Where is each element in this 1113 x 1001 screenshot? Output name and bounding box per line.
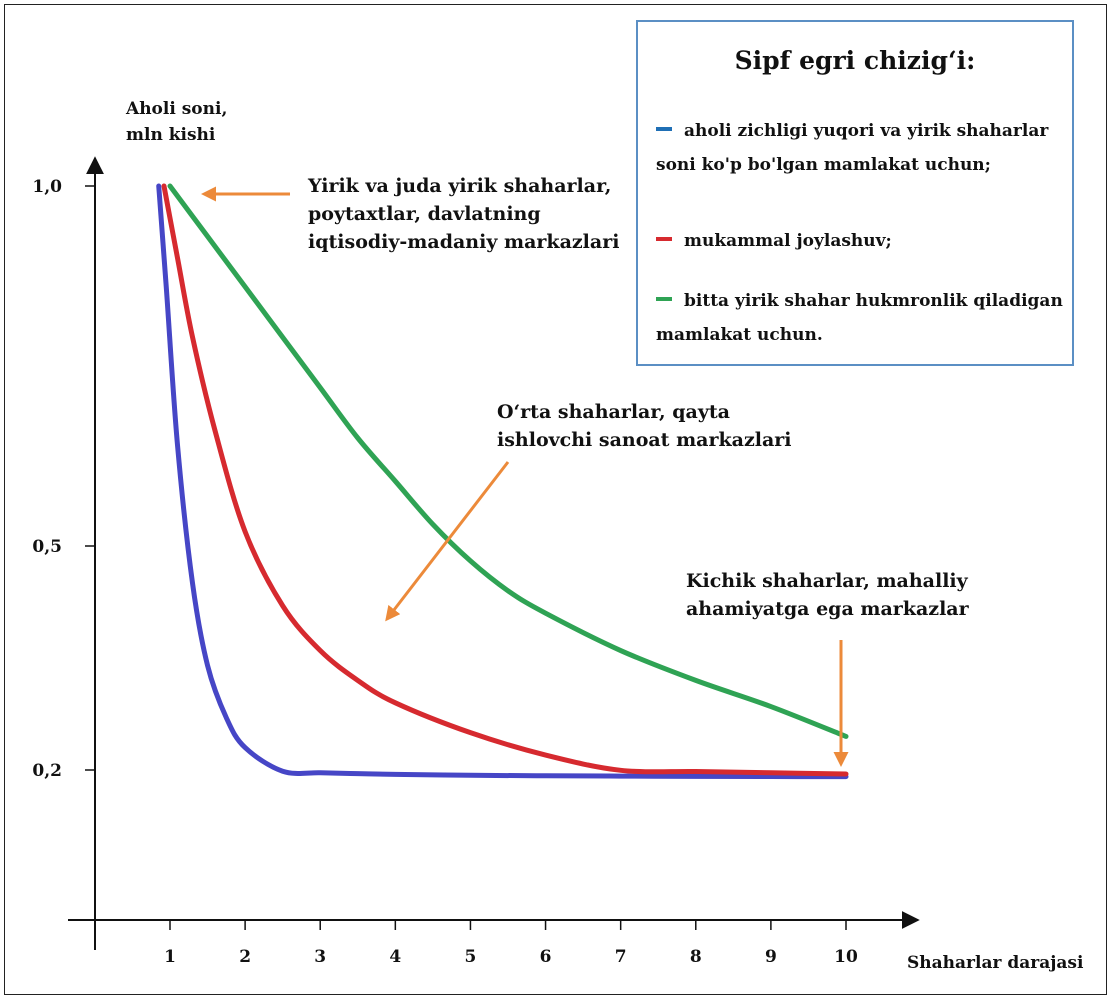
x-tick-label: 1 <box>164 947 176 967</box>
x-tick-label: 9 <box>765 947 777 967</box>
legend: Sipf egri chizig‘i: aholi zichligi yuqor… <box>636 20 1074 366</box>
y-tick-label: 0,2 <box>32 761 62 781</box>
blue-curve <box>156 183 849 780</box>
legend-item-green: bitta yirik shahar hukmronlik qiladigan … <box>656 284 1066 352</box>
annotation-arrow-medium-cities <box>385 461 510 622</box>
y-tick-label: 1,0 <box>32 177 62 197</box>
annotation-medium-cities: O‘rta shaharlar, qayta ishlovchi sanoat … <box>497 401 792 451</box>
x-axis-title: Shaharlar darajasi <box>907 953 1084 973</box>
green-curve <box>167 183 849 739</box>
legend-item-blue: aholi zichligi yuqori va yirik shaharlar… <box>656 114 1066 182</box>
chart-frame <box>4 4 1107 995</box>
x-tick-label: 6 <box>540 947 552 967</box>
legend-item-red: mukammal joylashuv; <box>656 224 1066 258</box>
x-tick-label: 8 <box>690 947 702 967</box>
y-axis-title-line-1: Aholi soni, <box>125 99 227 119</box>
legend-label-red: mukammal joylashuv; <box>684 231 892 251</box>
annotation-medium-cities-line-2: ishlovchi sanoat markazlari <box>497 429 792 451</box>
annotation-small-cities-line-1: Kichik shaharlar, mahalliy <box>686 570 969 592</box>
annotation-large-cities-line-1: Yirik va juda yirik shaharlar, <box>307 175 611 197</box>
legend-swatch-red <box>656 236 672 241</box>
annotation-medium-cities-line-1: O‘rta shaharlar, qayta <box>497 401 730 423</box>
x-tick-label: 2 <box>239 947 251 967</box>
y-tick-label: 0,5 <box>32 537 62 557</box>
annotation-large-cities-line-3: iqtisodiy-madaniy markazlari <box>308 231 619 253</box>
legend-label-blue: aholi zichligi yuqori va yirik shaharlar… <box>656 121 1049 175</box>
annotation-large-cities-line-2: poytaxtlar, davlatning <box>308 203 541 225</box>
legend-title: Sipf egri chizig‘i: <box>734 46 976 75</box>
red-curve <box>161 183 849 777</box>
legend-swatch-blue <box>656 126 672 131</box>
x-tick-label: 7 <box>615 947 627 967</box>
x-tick-label: 3 <box>314 947 326 967</box>
annotation-small-cities: Kichik shaharlar, mahalliy ahamiyatga eg… <box>686 570 970 620</box>
x-tick-label: 10 <box>834 947 858 967</box>
x-tick-label: 4 <box>389 947 401 967</box>
annotation-small-cities-line-2: ahamiyatga ega markazlar <box>686 598 970 620</box>
annotation-large-cities: Yirik va juda yirik shaharlar, poytaxtla… <box>307 175 619 253</box>
legend-swatch-green <box>656 296 672 301</box>
legend-label-green: bitta yirik shahar hukmronlik qiladigan … <box>656 291 1063 345</box>
x-tick-label: 5 <box>465 947 477 967</box>
y-axis-title-line-2: mln kishi <box>126 125 216 145</box>
